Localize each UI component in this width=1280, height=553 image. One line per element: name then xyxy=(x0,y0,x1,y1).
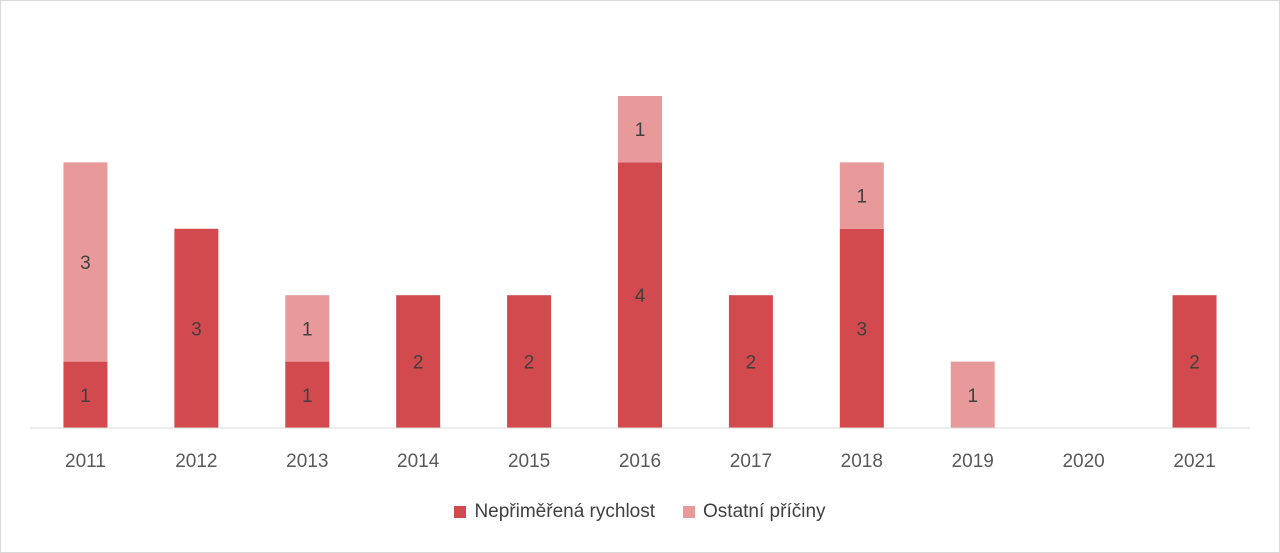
bar-2012-series-0 xyxy=(174,228,219,428)
bar-2013-series-1 xyxy=(285,295,330,362)
x-tick-label-2015: 2015 xyxy=(508,451,550,472)
data-label-2016-series-1: 1 xyxy=(635,120,646,141)
bar-2015-series-0 xyxy=(507,295,552,428)
bar-2019-series-1 xyxy=(950,361,995,428)
legend: Nepřiměřená rychlost Ostatní příčiny xyxy=(0,501,1280,523)
x-tick-label-2019: 2019 xyxy=(952,451,994,472)
data-label-2013-series-1: 1 xyxy=(302,319,313,340)
data-label-2017-series-0: 2 xyxy=(746,353,757,374)
legend-swatch-series-0 xyxy=(454,506,467,518)
x-tick-label-2021: 2021 xyxy=(1173,451,1215,472)
bar-2011-series-0 xyxy=(63,361,108,428)
data-label-2021-series-0: 2 xyxy=(1189,353,1200,374)
bar-2014-series-0 xyxy=(396,295,441,428)
bar-2016-series-1 xyxy=(618,96,662,163)
x-tick-label-2011: 2011 xyxy=(65,451,106,472)
bar-2021-series-0 xyxy=(1172,295,1217,428)
bar-2018-series-1 xyxy=(839,162,884,229)
data-label-2014-series-0: 2 xyxy=(413,353,424,374)
bar-2016-series-0 xyxy=(618,162,662,428)
data-label-2018-series-0: 3 xyxy=(857,319,868,340)
x-tick-label-2018: 2018 xyxy=(841,451,883,472)
x-tick-label-2013: 2013 xyxy=(286,451,328,472)
data-label-2015-series-0: 2 xyxy=(524,353,535,374)
data-label-2013-series-0: 1 xyxy=(302,386,313,407)
bar-2017-series-0 xyxy=(728,295,773,428)
data-label-2011-series-0: 1 xyxy=(80,386,91,407)
bars-layer: 1 3 3 1 1 2 2 4 1 2 3 1 1 2 xyxy=(63,96,1217,428)
data-label-2018-series-1: 1 xyxy=(857,187,868,208)
data-label-2016-series-0: 4 xyxy=(635,286,646,307)
x-tick-label-2014: 2014 xyxy=(397,451,440,472)
bar-2013-series-0 xyxy=(285,361,330,428)
bar-2018-series-0 xyxy=(839,228,884,428)
legend-label-series-1: Ostatní příčiny xyxy=(703,501,826,522)
x-tick-label-2020: 2020 xyxy=(1062,451,1104,472)
x-tick-label-2017: 2017 xyxy=(730,451,772,472)
legend-label-series-0: Nepřiměřená rychlost xyxy=(474,501,656,522)
data-label-2011-series-1: 3 xyxy=(80,253,91,274)
x-tick-label-2012: 2012 xyxy=(175,451,217,472)
x-tick-labels: 2011 2012 2013 2014 2015 2016 2017 2018 2019 2020… xyxy=(65,451,1216,472)
bar-2011-series-1 xyxy=(63,162,108,362)
legend-item-series-0: Nepřiměřená rychlost xyxy=(454,501,655,523)
legend-swatch-series-1 xyxy=(683,506,696,518)
x-tick-label-2016: 2016 xyxy=(619,451,661,472)
data-label-2019-series-1: 1 xyxy=(967,386,978,407)
data-label-2012-series-0: 3 xyxy=(191,319,202,340)
legend-item-series-1: Ostatní příčiny xyxy=(683,501,826,523)
